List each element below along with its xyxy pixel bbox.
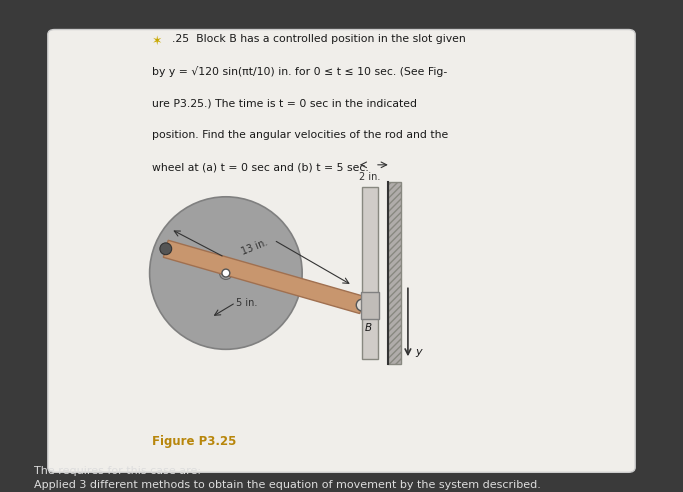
Text: 13 in.: 13 in. xyxy=(240,238,268,257)
Bar xyxy=(362,187,378,359)
Text: ✶: ✶ xyxy=(152,34,163,47)
Text: wheel at (a) t = 0 sec and (b) t = 5 sec.: wheel at (a) t = 0 sec and (b) t = 5 sec… xyxy=(152,162,369,172)
Text: Applied 3 different methods to obtain the equation of movement by the system des: Applied 3 different methods to obtain th… xyxy=(34,480,541,490)
Circle shape xyxy=(160,243,171,255)
Text: position. Find the angular velocities of the rod and the: position. Find the angular velocities of… xyxy=(152,130,448,140)
Text: 5 in.: 5 in. xyxy=(236,298,257,308)
Circle shape xyxy=(357,299,368,311)
Text: The requires for this case are:: The requires for this case are: xyxy=(34,466,201,476)
Text: B: B xyxy=(365,323,372,334)
Text: .25  Block B has a controlled position in the slot given: .25 Block B has a controlled position in… xyxy=(171,34,466,44)
Bar xyxy=(361,291,379,319)
Text: Figure P3.25: Figure P3.25 xyxy=(152,435,236,448)
Text: y: y xyxy=(415,347,422,357)
Text: ure P3.25.) The time is t = 0 sec in the indicated: ure P3.25.) The time is t = 0 sec in the… xyxy=(152,98,417,108)
Bar xyxy=(388,182,400,364)
Text: 2 in.: 2 in. xyxy=(359,172,380,182)
Circle shape xyxy=(150,197,302,349)
Polygon shape xyxy=(163,240,365,313)
Text: by y = √120 sin(πt/10) in. for 0 ≤ t ≤ 10 sec. (See Fig-: by y = √120 sin(πt/10) in. for 0 ≤ t ≤ 1… xyxy=(152,66,447,77)
Circle shape xyxy=(222,269,229,277)
